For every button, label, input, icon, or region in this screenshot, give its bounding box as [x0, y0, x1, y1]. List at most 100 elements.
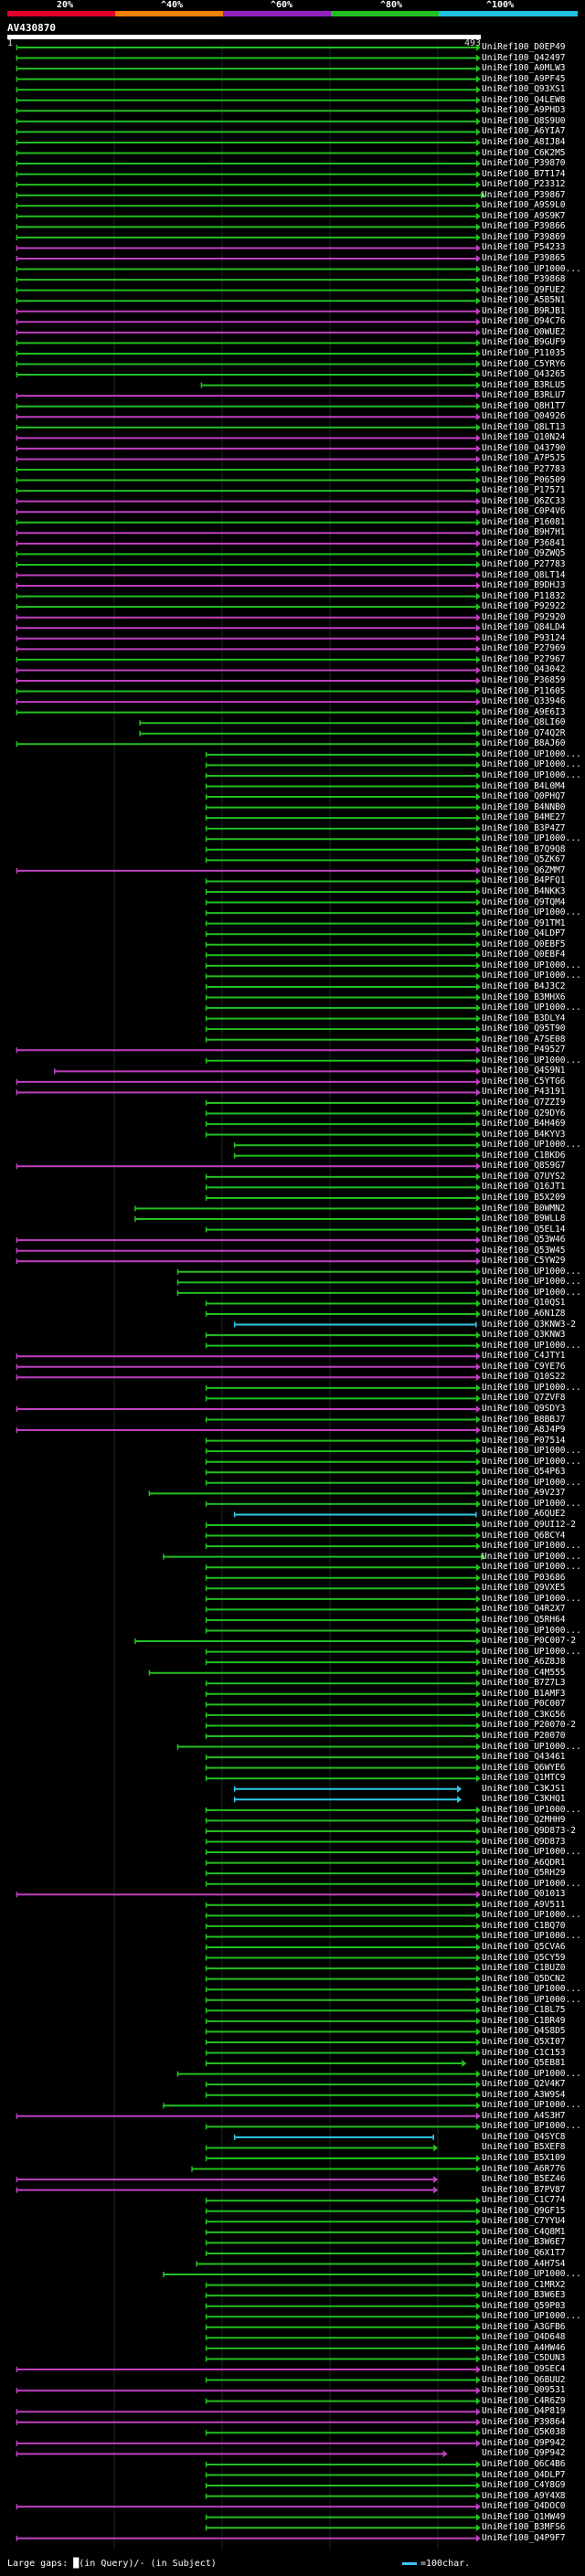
hit-accession-link[interactable]: UniRef100_B3MFS6 [482, 2522, 566, 2533]
hit-accession-link[interactable]: UniRef100_Q8S9U0 [482, 115, 566, 126]
hit-accession-link[interactable]: UniRef100_A9PHD3 [482, 105, 566, 116]
hit-accession-link[interactable]: UniRef100_UP1000... [482, 1931, 581, 1942]
hit-accession-link[interactable]: UniRef100_A6Z8J8 [482, 1657, 566, 1668]
hit-accession-link[interactable]: UniRef100_UP1000... [482, 1287, 581, 1298]
hit-accession-link[interactable]: UniRef100_C9YE76 [482, 1361, 566, 1372]
hit-accession-link[interactable]: UniRef100_P39866 [482, 221, 566, 232]
hit-accession-link[interactable]: UniRef100_Q5RH29 [482, 1868, 566, 1879]
hit-accession-link[interactable]: UniRef100_UP1000... [482, 1266, 581, 1277]
hit-accession-link[interactable]: UniRef100_P0C007 [482, 1699, 566, 1710]
hit-accession-link[interactable]: UniRef100_Q2V4K7 [482, 2079, 566, 2090]
hit-accession-link[interactable]: UniRef100_C1BQ70 [482, 1920, 566, 1931]
hit-accession-link[interactable]: UniRef100_C5YW29 [482, 1256, 566, 1267]
hit-accession-link[interactable]: UniRef100_Q9GF15 [482, 2205, 566, 2216]
hit-accession-link[interactable]: UniRef100_A3GFB6 [482, 2321, 566, 2332]
hit-accession-link[interactable]: UniRef100_Q4DLP7 [482, 2469, 566, 2480]
hit-accession-link[interactable]: UniRef100_Q9VXE5 [482, 1583, 566, 1594]
hit-accession-link[interactable]: UniRef100_C4Y8G9 [482, 2480, 566, 2491]
hit-accession-link[interactable]: UniRef100_P17571 [482, 485, 566, 496]
hit-accession-link[interactable]: UniRef100_P06509 [482, 474, 566, 485]
hit-accession-link[interactable]: UniRef100_A9PF45 [482, 73, 566, 84]
hit-accession-link[interactable]: UniRef100_A9V237 [482, 1488, 566, 1499]
hit-accession-link[interactable]: UniRef100_UP1000... [482, 1551, 581, 1562]
hit-accession-link[interactable]: UniRef100_Q9FUE2 [482, 284, 566, 295]
hit-accession-link[interactable]: UniRef100_Q7ZVF8 [482, 1393, 566, 1404]
hit-accession-link[interactable]: UniRef100_UP1000... [482, 263, 581, 274]
hit-accession-link[interactable]: UniRef100_Q9P942 [482, 2437, 566, 2448]
hit-accession-link[interactable]: UniRef100_B4J3C2 [482, 981, 566, 991]
hit-accession-link[interactable]: UniRef100_A9E6I3 [482, 706, 566, 717]
hit-accession-link[interactable]: UniRef100_B8AJ60 [482, 738, 566, 749]
hit-accession-link[interactable]: UniRef100_A9S9K7 [482, 210, 566, 221]
hit-accession-link[interactable]: UniRef100_B4L0M4 [482, 780, 566, 791]
hit-accession-link[interactable]: UniRef100_Q29DY6 [482, 1108, 566, 1118]
hit-accession-link[interactable]: UniRef100_Q4R2X7 [482, 1604, 566, 1615]
hit-accession-link[interactable]: UniRef100_B3W6E7 [482, 2237, 566, 2248]
hit-accession-link[interactable]: UniRef100_UP1000... [482, 1382, 581, 1393]
hit-accession-link[interactable]: UniRef100_Q42497 [482, 52, 566, 63]
hit-accession-link[interactable]: UniRef100_Q43790 [482, 442, 566, 453]
hit-accession-link[interactable]: UniRef100_Q6ZMM7 [482, 864, 566, 875]
hit-accession-link[interactable]: UniRef100_B5EZ46 [482, 2174, 566, 2185]
hit-accession-link[interactable]: UniRef100_Q8H1T7 [482, 400, 566, 411]
hit-accession-link[interactable]: UniRef100_Q5K038 [482, 2427, 566, 2438]
hit-accession-link[interactable]: UniRef100_Q43042 [482, 664, 566, 675]
hit-accession-link[interactable]: UniRef100_Q43461 [482, 1752, 566, 1763]
hit-accession-link[interactable]: UniRef100_P03686 [482, 1572, 566, 1583]
hit-accession-link[interactable]: UniRef100_A3W9S4 [482, 2089, 566, 2100]
hit-accession-link[interactable]: UniRef100_C5YTG6 [482, 1076, 566, 1087]
hit-accession-link[interactable]: UniRef100_C5DUN3 [482, 2353, 566, 2364]
hit-accession-link[interactable]: UniRef100_UP1000... [482, 1984, 581, 1995]
hit-accession-link[interactable]: UniRef100_Q09531 [482, 2385, 566, 2396]
hit-accession-link[interactable]: UniRef100_B4ME27 [482, 812, 566, 823]
hit-accession-link[interactable]: UniRef100_UP1000... [482, 759, 581, 770]
hit-accession-link[interactable]: UniRef100_Q53W46 [482, 1235, 566, 1246]
hit-accession-link[interactable]: UniRef100_P07514 [482, 1435, 566, 1446]
hit-accession-link[interactable]: UniRef100_C1BR49 [482, 2015, 566, 2026]
hit-accession-link[interactable]: UniRef100_Q5RH64 [482, 1614, 566, 1625]
hit-accession-link[interactable]: UniRef100_B8BBJ7 [482, 1414, 566, 1425]
hit-accession-link[interactable]: UniRef100_Q0PHQ7 [482, 791, 566, 802]
hit-accession-link[interactable]: UniRef100_A4HW46 [482, 2342, 566, 2353]
hit-accession-link[interactable]: UniRef100_Q54P63 [482, 1467, 566, 1478]
hit-accession-link[interactable]: UniRef100_Q5ZK67 [482, 854, 566, 865]
hit-accession-link[interactable]: UniRef100_UP1000... [482, 1140, 581, 1150]
hit-accession-link[interactable]: UniRef100_Q2MHH9 [482, 1815, 566, 1826]
hit-accession-link[interactable]: UniRef100_B9H7H1 [482, 527, 566, 538]
hit-accession-link[interactable]: UniRef100_P36859 [482, 675, 566, 685]
hit-accession-link[interactable]: UniRef100_Q9P942 [482, 2448, 566, 2459]
hit-accession-link[interactable]: UniRef100_P27967 [482, 653, 566, 664]
hit-accession-link[interactable]: UniRef100_B7PV87 [482, 2184, 566, 2195]
hit-accession-link[interactable]: UniRef100_Q59P03 [482, 2300, 566, 2311]
hit-accession-link[interactable]: UniRef100_UP1000... [482, 959, 581, 970]
hit-accession-link[interactable]: UniRef100_Q8LI60 [482, 717, 566, 728]
hit-accession-link[interactable]: UniRef100_A6N1Z8 [482, 1309, 566, 1319]
hit-accession-link[interactable]: UniRef100_P11832 [482, 590, 566, 601]
hit-accession-link[interactable]: UniRef100_Q8S9G7 [482, 1161, 566, 1171]
hit-accession-link[interactable]: UniRef100_UP1000... [482, 1541, 581, 1552]
hit-accession-link[interactable]: UniRef100_A0MLW3 [482, 63, 566, 74]
hit-accession-link[interactable]: UniRef100_UP1000... [482, 1741, 581, 1752]
hit-accession-link[interactable]: UniRef100_UP1000... [482, 1593, 581, 1604]
hit-accession-link[interactable]: UniRef100_Q6WYE6 [482, 1762, 566, 1773]
hit-accession-link[interactable]: UniRef100_UP1000... [482, 1340, 581, 1351]
hit-accession-link[interactable]: UniRef100_A6QUE2 [482, 1509, 566, 1520]
hit-accession-link[interactable]: UniRef100_UP1000... [482, 2121, 581, 2132]
hit-accession-link[interactable]: UniRef100_P39865 [482, 253, 566, 263]
hit-accession-link[interactable]: UniRef100_UP1000... [482, 1910, 581, 1921]
hit-accession-link[interactable]: UniRef100_UP1000... [482, 1562, 581, 1573]
hit-accession-link[interactable]: UniRef100_B7T174 [482, 168, 566, 179]
hit-accession-link[interactable]: UniRef100_Q9ZWQ5 [482, 548, 566, 559]
hit-accession-link[interactable]: UniRef100_A6YIA7 [482, 126, 566, 137]
hit-accession-link[interactable]: UniRef100_A8IJ84 [482, 136, 566, 147]
hit-accession-link[interactable]: UniRef100_UP1000... [482, 748, 581, 759]
hit-accession-link[interactable]: UniRef100_B5X109 [482, 2153, 566, 2163]
hit-accession-link[interactable]: UniRef100_Q1MTC9 [482, 1773, 566, 1784]
hit-accession-link[interactable]: UniRef100_Q8LT13 [482, 421, 566, 432]
hit-accession-link[interactable]: UniRef100_B5X209 [482, 1192, 566, 1203]
hit-accession-link[interactable]: UniRef100_B7Q9Q8 [482, 843, 566, 854]
hit-accession-link[interactable]: UniRef100_B3DLY4 [482, 1012, 566, 1023]
hit-accession-link[interactable]: UniRef100_C7YYU4 [482, 2216, 566, 2227]
hit-accession-link[interactable]: UniRef100_Q3KNW3-2 [482, 1319, 576, 1330]
hit-accession-link[interactable]: UniRef100_Q9D873 [482, 1836, 566, 1847]
